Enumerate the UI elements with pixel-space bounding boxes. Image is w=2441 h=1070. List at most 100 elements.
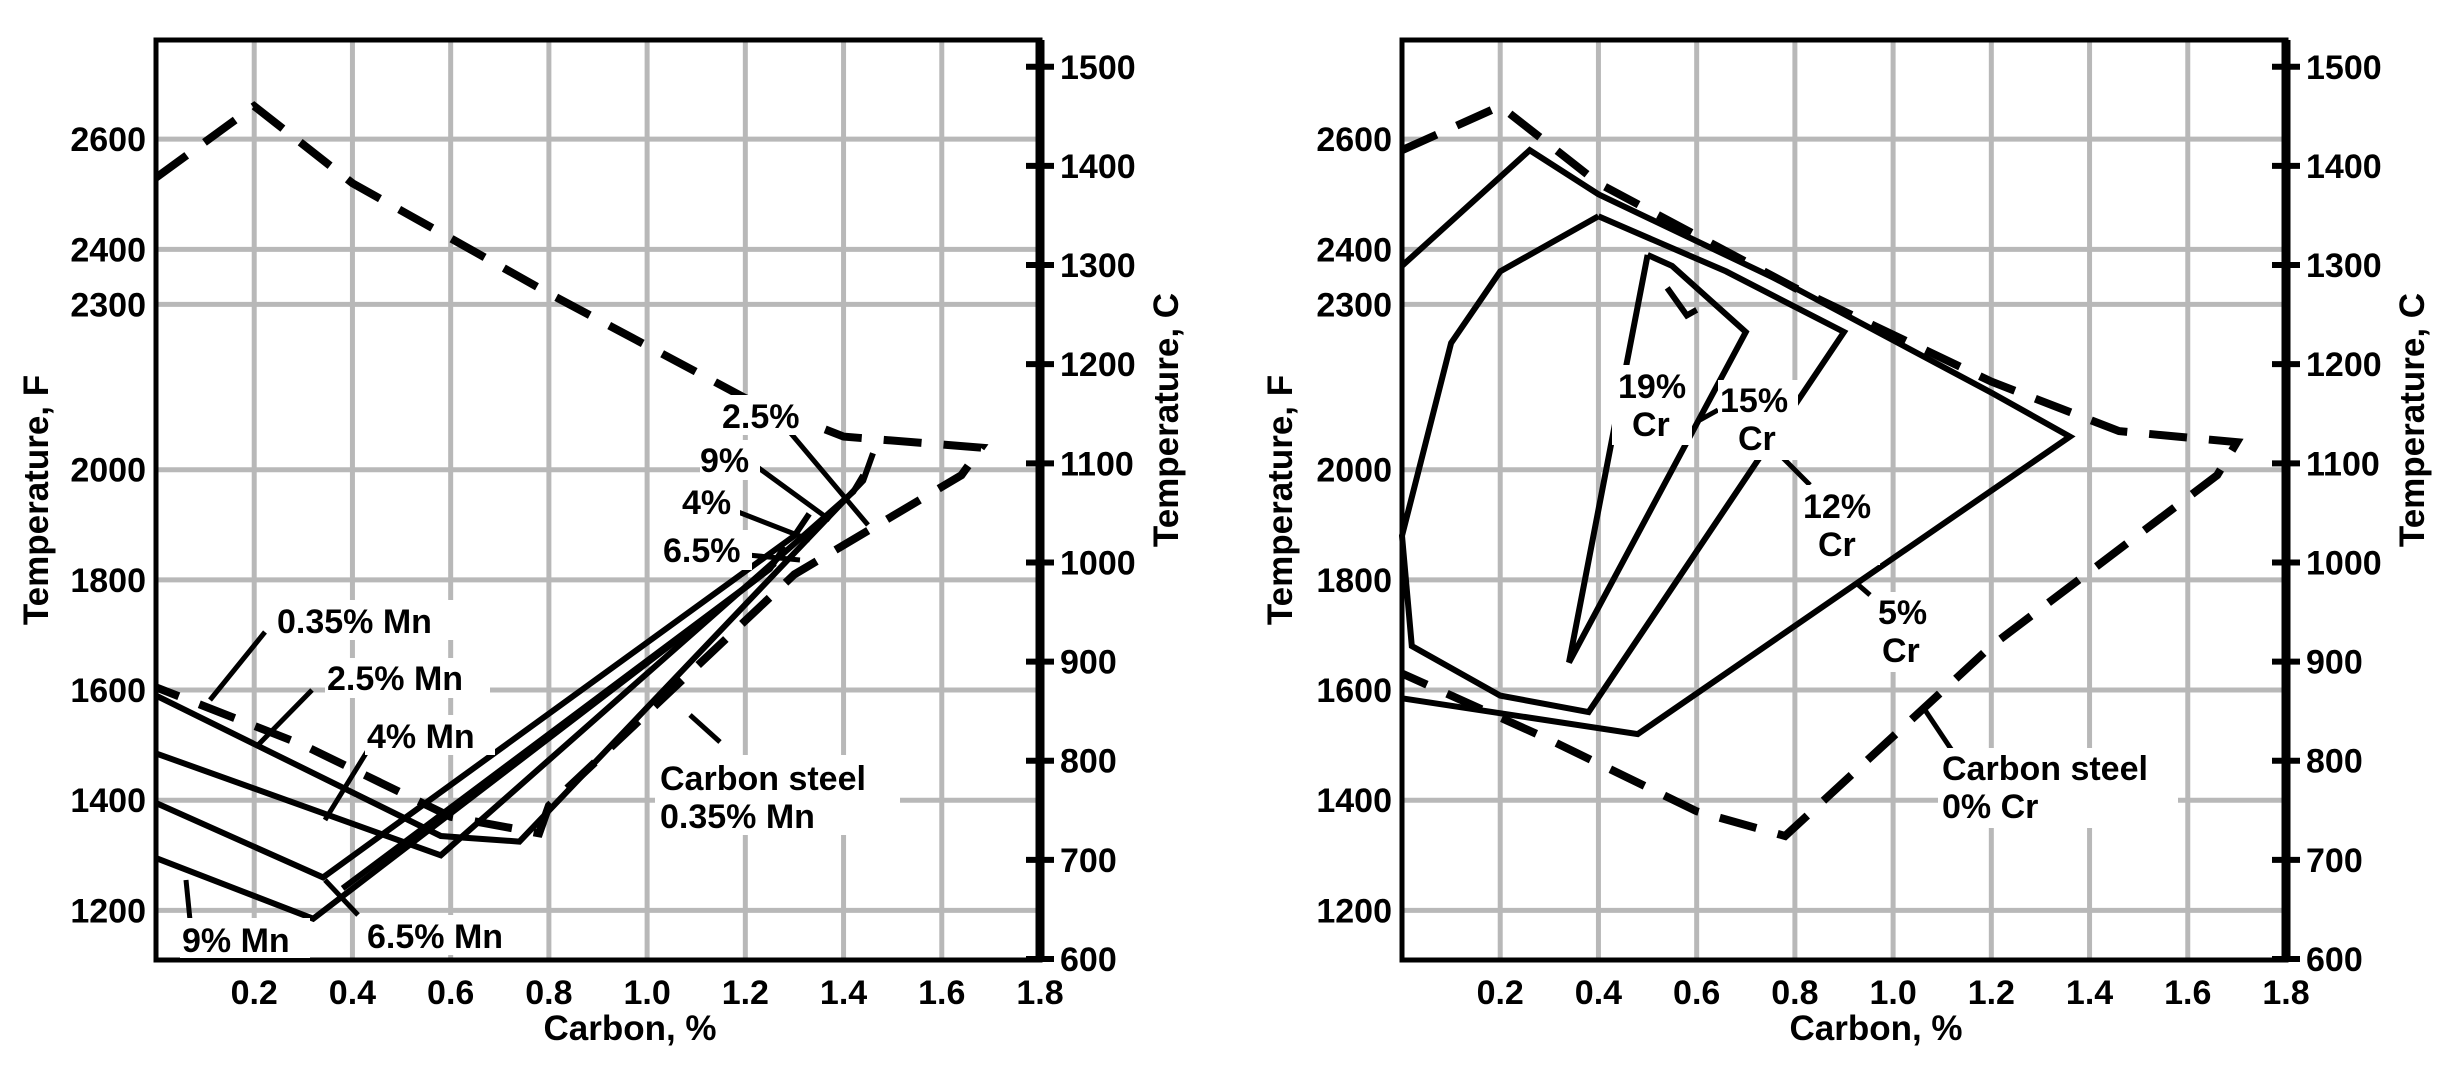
- right-y-axis-title: Temperature, F: [1261, 375, 1300, 625]
- right-right-y-tick-label: 800: [2306, 743, 2363, 781]
- left-y-axis-title: Temperature, F: [17, 375, 56, 625]
- left-annotation-carbon-steel-mn: 0.35% Mn: [660, 798, 815, 836]
- right-annotation-12-cr: Cr: [1818, 526, 1856, 564]
- right-right-y-tick-label: 1400: [2306, 148, 2382, 186]
- left-curve-9-mn: [340, 561, 777, 891]
- right-x-tick-labels: 0.2 0.4 0.6 0.8 1.0 1.2 1.4 1.6 1.8: [1477, 974, 2310, 1012]
- right-y-tick-labels: 1200 1400 1600 1800 2000 2300 2400 2600: [1316, 121, 1392, 930]
- right-y-tick-label: 2300: [1316, 286, 1392, 324]
- left-x-tick-label: 1.6: [918, 974, 965, 1012]
- right-x-tick-label: 0.8: [1771, 974, 1818, 1012]
- left-annotation-9-mn: 9% Mn: [182, 922, 290, 960]
- right-right-y-tick-label: 1300: [2306, 247, 2382, 285]
- left-right-y-tick-label: 700: [1060, 842, 1117, 880]
- left-x-tick-label: 1.8: [1016, 974, 1063, 1012]
- right-right-y-tick-label: 1500: [2306, 49, 2382, 87]
- right-chart-panel: 0.2 0.4 0.6 0.8 1.0 1.2 1.4 1.6 1.8 1200 1400 1600…: [1261, 37, 2432, 1048]
- right-annotation-15: 15%: [1720, 382, 1788, 420]
- right-annotation-5: 5%: [1878, 594, 1927, 632]
- right-right-y-tick-label: 1000: [2306, 544, 2382, 582]
- left-annotations: 2.5% 9% 4% 6.5% 0.35% Mn 2.5% Mn 4% Mn 9…: [180, 395, 900, 960]
- right-leader-lines: [1698, 407, 1958, 757]
- right-right-y-tick-label: 900: [2306, 644, 2363, 682]
- right-x-tick-label: 1.8: [2262, 974, 2309, 1012]
- left-y-tick-label: 1800: [70, 562, 146, 600]
- right-curve-12-cr: [1398, 213, 1849, 716]
- right-annotation-5-cr: Cr: [1882, 632, 1920, 670]
- right-y-tick-label: 1600: [1316, 672, 1392, 710]
- right-x-tick-label: 0.2: [1477, 974, 1524, 1012]
- left-y-tick-label: 2600: [70, 121, 146, 159]
- left-annotation-9: 9%: [700, 442, 749, 480]
- right-right-y-tick-label: 700: [2306, 842, 2363, 880]
- right-x-tick-label: 0.6: [1673, 974, 1720, 1012]
- right-curve-5-cr: [1399, 146, 2076, 738]
- right-annotations: 19% Cr 15% Cr 12% Cr 5% Cr Carbon steel …: [1612, 365, 2178, 828]
- right-curve-15-cr: [1566, 252, 1750, 664]
- right-annotation-carbon-steel: Carbon steel: [1942, 750, 2148, 788]
- right-y-tick-label: 2600: [1316, 121, 1392, 159]
- right-annotation-19-cr: Cr: [1632, 406, 1670, 444]
- right-grid: [1402, 40, 2286, 960]
- right-right-y-axis-title: Temperature, C: [2393, 293, 2432, 547]
- left-right-y-tick-label: 1100: [1060, 445, 1134, 483]
- left-annotation-2.5-mn: 2.5% Mn: [327, 660, 463, 698]
- left-y-tick-label: 2300: [70, 286, 146, 324]
- left-grid: [156, 40, 1040, 960]
- left-curve-4-mn: [154, 512, 812, 881]
- left-annotation-carbon-steel: Carbon steel: [660, 760, 866, 798]
- left-x-tick-label: 0.8: [525, 974, 572, 1012]
- left-x-tick-label: 1.4: [820, 974, 867, 1012]
- left-right-y-tick-label: 1500: [1060, 49, 1136, 87]
- left-y-tick-label: 1400: [70, 782, 146, 820]
- left-plot-frame: [153, 37, 1043, 963]
- left-y-tick-label: 1200: [70, 892, 146, 930]
- left-annotation-2.5: 2.5%: [722, 398, 800, 436]
- right-y-tick-label: 1400: [1316, 782, 1392, 820]
- right-x-tick-label: 0.4: [1575, 974, 1622, 1012]
- left-chart-panel: 0.2 0.4 0.6 0.8 1.0 1.2 1.4 1.6 1.8 1200 1400 1600…: [17, 37, 1186, 1048]
- right-annotation-carbon-steel-cr: 0% Cr: [1942, 788, 2038, 826]
- left-right-y-tick-label: 1400: [1060, 148, 1136, 186]
- left-y-tick-label: 2000: [70, 452, 146, 490]
- left-x-axis-title: Carbon, %: [543, 1009, 716, 1048]
- left-x-tick-label: 1.0: [623, 974, 670, 1012]
- left-right-y-tick-label: 900: [1060, 644, 1117, 682]
- right-y-tick-label: 2000: [1316, 452, 1392, 490]
- left-leader-lines: [183, 428, 870, 921]
- left-y-tick-label: 1600: [70, 672, 146, 710]
- left-right-y-tick-label: 800: [1060, 743, 1117, 781]
- left-right-y-tick-label: 600: [1060, 941, 1117, 979]
- right-right-y-tick-label: 600: [2306, 941, 2363, 979]
- left-annotation-6.5: 6.5%: [663, 532, 741, 570]
- left-annotation-4: 4%: [682, 484, 731, 522]
- right-x-tick-label: 1.4: [2066, 974, 2113, 1012]
- left-x-tick-label: 0.4: [329, 974, 376, 1012]
- right-curve-19-cr: [1664, 286, 1699, 320]
- right-right-y-tick-label: 1200: [2306, 346, 2382, 384]
- left-right-y-tick-label: 1000: [1060, 544, 1136, 582]
- left-right-y-tick-label: 1300: [1060, 247, 1136, 285]
- left-x-tick-label: 0.2: [231, 974, 278, 1012]
- left-x-tick-label: 0.6: [427, 974, 474, 1012]
- right-y-tick-label: 1800: [1316, 562, 1392, 600]
- right-x-tick-label: 1.2: [1968, 974, 2015, 1012]
- left-x-tick-label: 1.2: [722, 974, 769, 1012]
- left-right-y-tick-labels: 600 700 800 900 1000 1100 1200 1300 1400 1500: [1026, 49, 1136, 979]
- left-annotation-0.35-mn: 0.35% Mn: [277, 603, 432, 641]
- right-right-y-tick-labels: 600 700 800 900 1000 1100 1200 1300 1400 1500: [2272, 49, 2382, 979]
- left-annotation-6.5-mn: 6.5% Mn: [367, 918, 503, 956]
- right-x-tick-label: 1.0: [1869, 974, 1916, 1012]
- right-right-y-tick-label: 1100: [2306, 445, 2380, 483]
- right-curve-carbon-steel: [1400, 101, 2244, 841]
- right-y-tick-label: 2400: [1316, 231, 1392, 269]
- right-y-tick-label: 1200: [1316, 892, 1392, 930]
- left-y-tick-label: 2400: [70, 231, 146, 269]
- right-x-tick-label: 1.6: [2164, 974, 2211, 1012]
- left-y-tick-labels: 1200 1400 1600 1800 2000 2300 2400 2600: [70, 121, 146, 930]
- left-x-tick-labels: 0.2 0.4 0.6 0.8 1.0 1.2 1.4 1.6 1.8: [231, 974, 1064, 1012]
- right-x-axis-title: Carbon, %: [1789, 1009, 1962, 1048]
- left-right-y-tick-label: 1200: [1060, 346, 1136, 384]
- right-annotation-15-cr: Cr: [1738, 420, 1776, 458]
- left-right-y-axis-title: Temperature, C: [1147, 293, 1186, 547]
